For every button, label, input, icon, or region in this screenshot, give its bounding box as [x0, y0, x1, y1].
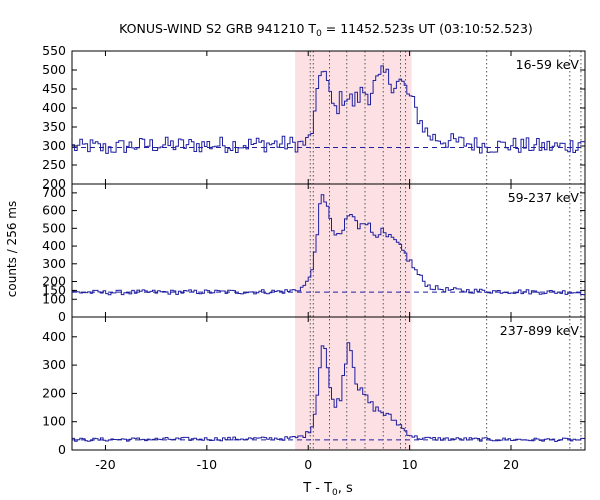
x-tick-label: 0 [304, 457, 312, 472]
y-tick-label: 0 [58, 442, 66, 457]
y-tick-label: 100 [42, 414, 66, 429]
panel-energy-label: 59-237 keV [508, 190, 580, 205]
panel-frame-2 [71, 316, 586, 451]
x-tick-label: -20 [95, 457, 115, 472]
y-tick-label: 700 [42, 185, 66, 200]
shaded-interval-layer [295, 51, 412, 450]
y-tick-label: 450 [42, 81, 66, 96]
light-curve-1 [72, 194, 585, 296]
panel-energy-label: 237-899 keV [500, 323, 580, 338]
x-tick-label: 20 [503, 457, 519, 472]
y-tick-label: 200 [42, 274, 66, 289]
y-tick-label: 500 [42, 62, 66, 77]
y-tick-label: 400 [42, 100, 66, 115]
y-tick-label: 100 [42, 291, 66, 306]
y-tick-label: 400 [42, 238, 66, 253]
y-tick-label: 600 [42, 203, 66, 218]
y-tick-label: 300 [42, 138, 66, 153]
y-tick-label: 250 [42, 157, 66, 172]
y-tick-label: 200 [42, 176, 66, 191]
y-tick-label: 500 [42, 220, 66, 235]
y-axis-label: counts / 256 ms [5, 201, 19, 297]
y-tick-label: 0 [58, 309, 66, 324]
y-tick-label: 150 [42, 282, 66, 297]
event-lines-layer [309, 51, 582, 450]
x-axis-label: T - T0, s [302, 481, 353, 498]
panels-layer [72, 65, 585, 442]
x-tick-label: 10 [402, 457, 418, 472]
light-curve-0 [72, 65, 585, 154]
y-tick-label: 200 [42, 385, 66, 400]
y-tick-label: 400 [42, 329, 66, 344]
y-tick-label: 300 [42, 357, 66, 372]
panel-energy-label: 16-59 keV [516, 57, 580, 72]
y-tick-label: 300 [42, 256, 66, 271]
shaded-interval [295, 51, 412, 450]
y-tick-label: 350 [42, 119, 66, 134]
light-curve-2 [72, 342, 585, 442]
chart-title: KONUS-WIND S2 GRB 941210 T0 = 11452.523s… [119, 21, 533, 39]
x-tick-label: -10 [197, 457, 217, 472]
y-tick-label: 550 [42, 43, 66, 58]
